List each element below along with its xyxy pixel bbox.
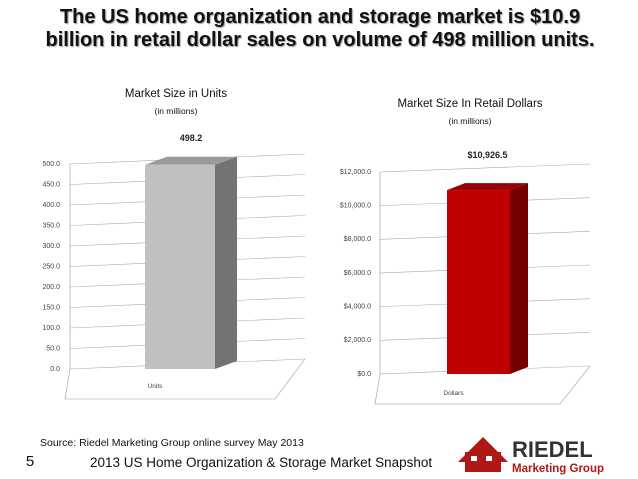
- bar-side: [510, 183, 528, 374]
- y-tick-label: 400.0: [42, 202, 60, 209]
- logo-name: RIEDEL: [512, 437, 593, 462]
- y-tick-label: $12,000.0: [340, 169, 371, 176]
- y-tick-label: 500.0: [42, 161, 60, 168]
- floor: [64, 358, 306, 400]
- logo-house: [465, 452, 501, 472]
- source: Source: Riedel Marketing Group online su…: [40, 437, 304, 449]
- y-tick-label: 150.0: [42, 304, 60, 311]
- y-tick-label: $6,000.0: [344, 270, 371, 277]
- logo-tagline: Marketing Group: [512, 463, 604, 475]
- y-tick-label: 250.0: [42, 263, 60, 270]
- slide-title: The US home organization and storage mar…: [45, 6, 595, 51]
- bar-side: [215, 156, 237, 369]
- bar: [447, 190, 510, 374]
- y-tick-label: $4,000.0: [344, 304, 371, 311]
- y-tick-label: $0.0: [357, 371, 371, 378]
- chart-subtitle: (in millions): [449, 116, 492, 126]
- bar-top: [447, 183, 528, 191]
- data-label: $10,926.5: [467, 150, 507, 160]
- y-tick-label: 200.0: [42, 284, 60, 291]
- logo-window: [471, 456, 477, 461]
- chart-title: Market Size in Units: [125, 88, 228, 100]
- y-tick-label: 100.0: [42, 325, 60, 332]
- y-tick-label: $8,000.0: [344, 236, 371, 243]
- floor: [374, 365, 591, 405]
- bar-top: [145, 156, 237, 165]
- logo-window: [486, 456, 492, 461]
- y-tick-label: 350.0: [42, 222, 60, 229]
- grid-line: [379, 163, 591, 173]
- y-tick-label: 450.0: [42, 181, 60, 188]
- y-tick-label: 0.0: [50, 366, 60, 373]
- x-tick-label: Dollars: [443, 390, 464, 397]
- data-label: 498.2: [180, 133, 203, 143]
- y-tick-label: 300.0: [42, 243, 60, 250]
- x-tick-label: Units: [148, 383, 164, 390]
- page-number: 5: [26, 453, 34, 470]
- bar: [145, 164, 215, 369]
- y-tick-label: 50.0: [46, 345, 60, 352]
- footer: 2013 US Home Organization & Storage Mark…: [90, 455, 432, 470]
- logo: RIEDEL Marketing Group: [458, 437, 604, 475]
- chart-subtitle: (in millions): [155, 106, 198, 116]
- chart-title: Market Size In Retail Dollars: [397, 98, 542, 110]
- y-tick-label: $10,000.0: [340, 203, 371, 210]
- y-tick-label: $2,000.0: [344, 337, 371, 344]
